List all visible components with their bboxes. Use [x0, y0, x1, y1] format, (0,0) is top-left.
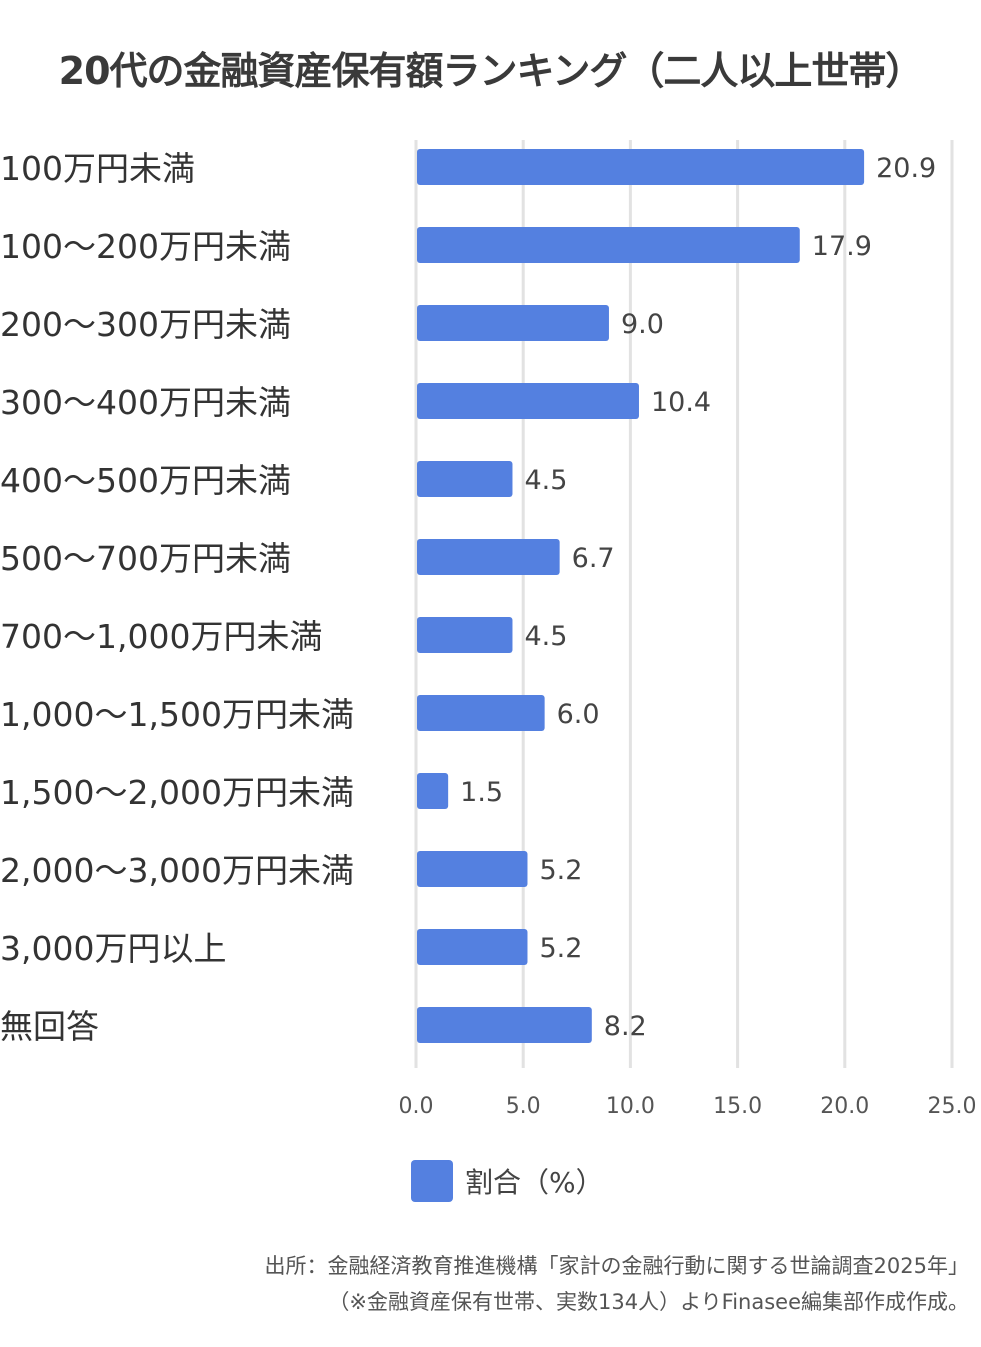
bar	[417, 383, 639, 419]
category-label: 1,000〜1,500万円未満	[0, 695, 354, 734]
data-label: 10.4	[651, 387, 711, 418]
bar	[417, 617, 513, 653]
data-label: 5.2	[539, 855, 582, 886]
legend: 割合（%）	[411, 1160, 604, 1202]
data-label: 4.5	[524, 465, 567, 496]
category-label: 700〜1,000万円未満	[0, 617, 322, 656]
data-label: 4.5	[524, 621, 567, 652]
source-note: 出所：金融経済教育推進機構「家計の金融行動に関する世論調査2025年」 （※金融…	[265, 1248, 969, 1320]
bar	[417, 539, 560, 575]
bar	[417, 773, 449, 809]
x-tick-label: 10.0	[606, 1094, 655, 1119]
source-line-2: （※金融資産保有世帯、実数134人）よりFinasee編集部作成作成。	[328, 1290, 969, 1314]
category-label: 100〜200万円未満	[0, 227, 291, 266]
x-tick-label: 15.0	[713, 1094, 762, 1119]
category-label: 3,000万円以上	[0, 929, 226, 968]
chart-title: 20代の金融資産保有額ランキング（二人以上世帯）	[58, 49, 924, 93]
bar	[417, 149, 865, 185]
data-label: 20.9	[876, 153, 936, 184]
legend-swatch	[411, 1160, 453, 1202]
bar	[417, 695, 545, 731]
x-tick-label: 20.0	[820, 1094, 869, 1119]
category-label: 400〜500万円未満	[0, 461, 291, 500]
data-label: 8.2	[604, 1011, 647, 1042]
category-label: 300〜400万円未満	[0, 383, 291, 422]
category-label: 200〜300万円未満	[0, 305, 291, 344]
data-label: 6.7	[572, 543, 615, 574]
category-label: 100万円未満	[0, 149, 195, 188]
category-label: 1,500〜2,000万円未満	[0, 773, 354, 812]
category-label: 2,000〜3,000万円未満	[0, 851, 354, 890]
data-label: 1.5	[460, 777, 503, 808]
data-label: 6.0	[557, 699, 600, 730]
x-tick-label: 5.0	[506, 1094, 541, 1119]
category-label: 無回答	[0, 1007, 99, 1046]
legend-label: 割合（%）	[465, 1166, 604, 1199]
bar	[417, 227, 800, 263]
bar	[417, 1007, 592, 1043]
bar-chart: 0.0 5.0 10.0 15.0 20.0 25.0 100万円未満 20.9 100〜200…	[0, 140, 977, 1119]
data-label: 17.9	[812, 231, 872, 262]
bar	[417, 929, 528, 965]
bar	[417, 851, 528, 887]
bar	[417, 305, 609, 341]
data-label: 5.2	[539, 933, 582, 964]
source-line-1: 出所：金融経済教育推進機構「家計の金融行動に関する世論調査2025年」	[264, 1254, 969, 1278]
bar	[417, 461, 513, 497]
x-tick-label: 0.0	[399, 1094, 434, 1119]
category-label: 500〜700万円未満	[0, 539, 291, 578]
x-tick-label: 25.0	[928, 1094, 977, 1119]
data-label: 9.0	[621, 309, 664, 340]
